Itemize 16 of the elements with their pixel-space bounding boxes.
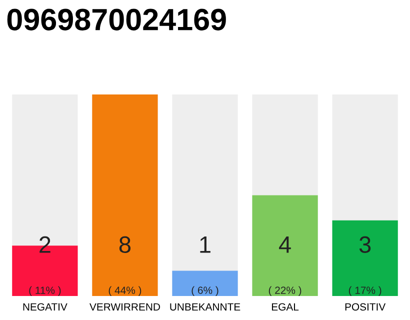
data-label: 3 (359, 236, 371, 254)
x-tick-label: POSITIV (345, 303, 386, 311)
data-label: 8 (119, 236, 131, 254)
annotation: ( 11% ) (29, 286, 61, 296)
data-label: 1 (200, 236, 210, 253)
data-label: 4 (279, 236, 291, 253)
chart-title: 0969870024169 (7, 8, 226, 30)
bar (172, 270, 238, 296)
x-tick-label: EGAL (272, 303, 299, 311)
x-tick-label: VERWIRREND (90, 303, 160, 310)
annotation: ( 17% ) (348, 286, 382, 296)
annotation: ( 22% ) (268, 286, 302, 296)
x-tick-label: UNBEKANNTE (170, 303, 240, 311)
annotation: ( 6% ) (192, 286, 218, 296)
x-tick-label: NEGATIV (23, 303, 68, 311)
annotation: ( 44% ) (108, 286, 142, 296)
